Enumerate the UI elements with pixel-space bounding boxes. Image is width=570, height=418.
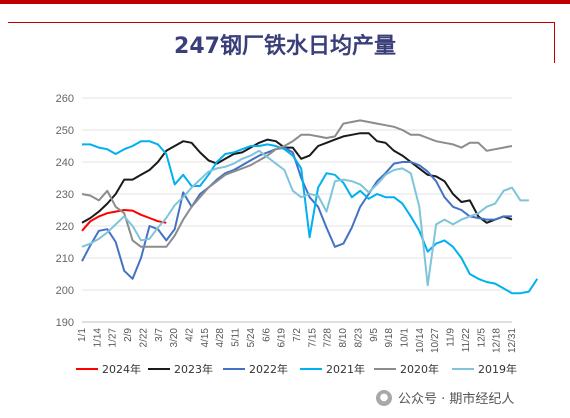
series-line-2022年 bbox=[81, 146, 512, 280]
top-accent-rule bbox=[0, 0, 570, 4]
x-tick-label: 7/28 bbox=[323, 328, 334, 348]
x-tick-label: 9/5 bbox=[369, 328, 380, 342]
watermark-text: 公众号 · 期市经纪人 bbox=[398, 392, 515, 407]
y-tick-label: 260 bbox=[56, 93, 74, 105]
x-tick-label: 3/7 bbox=[154, 328, 165, 342]
x-tick-label: 4/15 bbox=[200, 328, 211, 348]
x-tick-label: 5/24 bbox=[246, 328, 257, 348]
x-tick-label: 10/27 bbox=[430, 328, 441, 353]
legend-label: 2021年 bbox=[326, 362, 365, 376]
x-tick-label: 1/1 bbox=[77, 328, 88, 342]
x-tick-label: 10/1 bbox=[400, 328, 411, 348]
y-tick-label: 250 bbox=[56, 125, 74, 137]
legend-label: 2019年 bbox=[478, 362, 517, 376]
y-tick-label: 220 bbox=[56, 221, 74, 233]
x-tick-label: 12/18 bbox=[492, 328, 503, 353]
gridlines bbox=[82, 97, 512, 323]
x-tick-label: 12/5 bbox=[476, 328, 487, 348]
y-tick-label: 210 bbox=[56, 253, 74, 265]
legend-label: 2024年 bbox=[102, 362, 141, 376]
x-tick-label: 10/14 bbox=[415, 328, 426, 353]
legend-label: 2020年 bbox=[400, 362, 439, 376]
x-tick-label: 1/27 bbox=[108, 328, 119, 348]
legend-label: 2022年 bbox=[249, 362, 288, 376]
title-frame bbox=[8, 22, 555, 63]
x-tick-label: 6/6 bbox=[261, 328, 272, 342]
x-tick-label: 5/11 bbox=[231, 328, 242, 347]
y-tick-label: 230 bbox=[56, 189, 74, 201]
legend: 2024年 2023年 2022年 2021年 2020年 2019年 bbox=[76, 362, 517, 376]
x-tick-label: 9/18 bbox=[384, 328, 395, 348]
series-line-2024年 bbox=[81, 209, 167, 232]
y-tick-label: 200 bbox=[56, 285, 74, 297]
wechat-icon: ● bbox=[376, 389, 392, 406]
x-tick-label: 12/31 bbox=[507, 328, 518, 353]
x-tick-label: 2/9 bbox=[123, 328, 134, 342]
x-tick-label: 3/20 bbox=[169, 328, 180, 348]
y-tick-label: 190 bbox=[56, 317, 74, 329]
y-tick-label: 240 bbox=[56, 157, 74, 169]
legend-label: 2023年 bbox=[174, 362, 213, 376]
chart-title: 247钢厂铁水日均产量 bbox=[174, 34, 396, 59]
x-tick-label: 4/28 bbox=[215, 328, 226, 348]
series-line-2023年 bbox=[81, 132, 513, 224]
watermark: ● 公众号 · 期市经纪人 bbox=[376, 388, 514, 407]
series-line-2020年 bbox=[81, 119, 513, 248]
x-tick-label: 8/23 bbox=[353, 328, 364, 348]
x-tick-label: 8/10 bbox=[338, 328, 349, 348]
series-lines bbox=[81, 119, 539, 295]
x-tick-label: 11/9 bbox=[446, 328, 457, 347]
series-line-2019年 bbox=[81, 149, 529, 287]
x-tick-label: 4/2 bbox=[185, 328, 196, 342]
x-tick-label: 7/2 bbox=[292, 328, 303, 342]
x-tick-label: 1/14 bbox=[92, 328, 103, 348]
series-line-2021年 bbox=[82, 140, 539, 295]
x-tick-label: 7/15 bbox=[307, 328, 318, 348]
x-tick-label: 11/22 bbox=[461, 328, 472, 353]
x-axis-ticks: 1/1 1/14 1/27 2/9 2/22 3/7 3/20 4/2 4/15 4/28 5/11… bbox=[77, 328, 518, 353]
y-axis-ticks: 190 200 210 220 230 240 250 260 bbox=[56, 93, 74, 329]
x-tick-label: 2/22 bbox=[138, 328, 149, 348]
x-tick-label: 6/19 bbox=[277, 328, 288, 348]
